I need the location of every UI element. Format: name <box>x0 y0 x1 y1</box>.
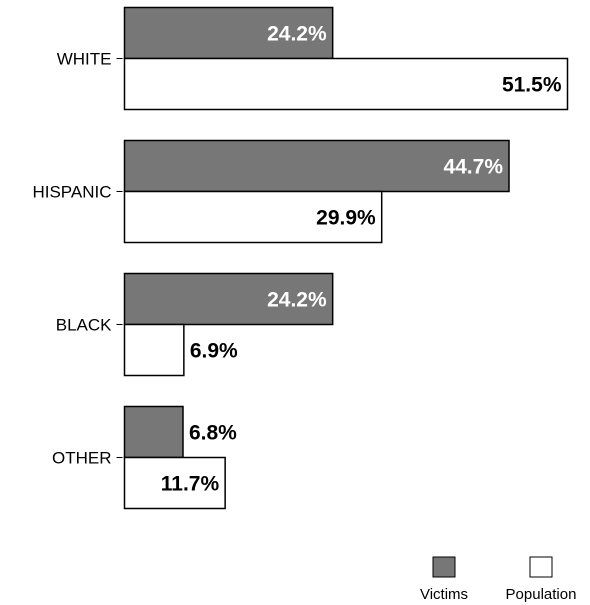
bar-population-white <box>123 57 569 111</box>
data-label-victims-white: 24.2% <box>267 23 327 46</box>
data-label-victims-black: 24.2% <box>267 289 327 312</box>
legend: Victims Population <box>420 556 577 603</box>
category-label-other: OTHER <box>52 449 112 468</box>
bar-population-hispanic <box>123 190 383 244</box>
legend-label-population: Population <box>506 586 577 603</box>
data-label-population-hispanic: 29.9% <box>316 207 376 230</box>
data-label-population-black: 6.9% <box>190 340 238 363</box>
bar-population-other <box>123 456 226 510</box>
category-label-black: BLACK <box>56 316 112 335</box>
bar-victims-hispanic <box>123 139 510 193</box>
bar-victims-other <box>123 405 184 459</box>
data-label-victims-other: 6.8% <box>189 422 237 445</box>
data-label-population-white: 51.5% <box>502 74 562 97</box>
data-label-population-other: 11.7% <box>161 473 220 496</box>
plot-area: WHITE 24.2% 51.5% HISPANIC 44.7% 29.9% BLACK 24… <box>32 6 569 510</box>
data-label-victims-hispanic: 44.7% <box>443 156 503 179</box>
category-label-white: WHITE <box>57 50 112 69</box>
legend-label-victims: Victims <box>420 586 468 603</box>
category-label-hispanic: HISPANIC <box>32 183 111 202</box>
bar-population-black <box>123 323 185 377</box>
legend-swatch-victims <box>432 556 456 578</box>
bar-victims-black <box>123 272 334 326</box>
legend-swatch-population <box>529 556 553 578</box>
